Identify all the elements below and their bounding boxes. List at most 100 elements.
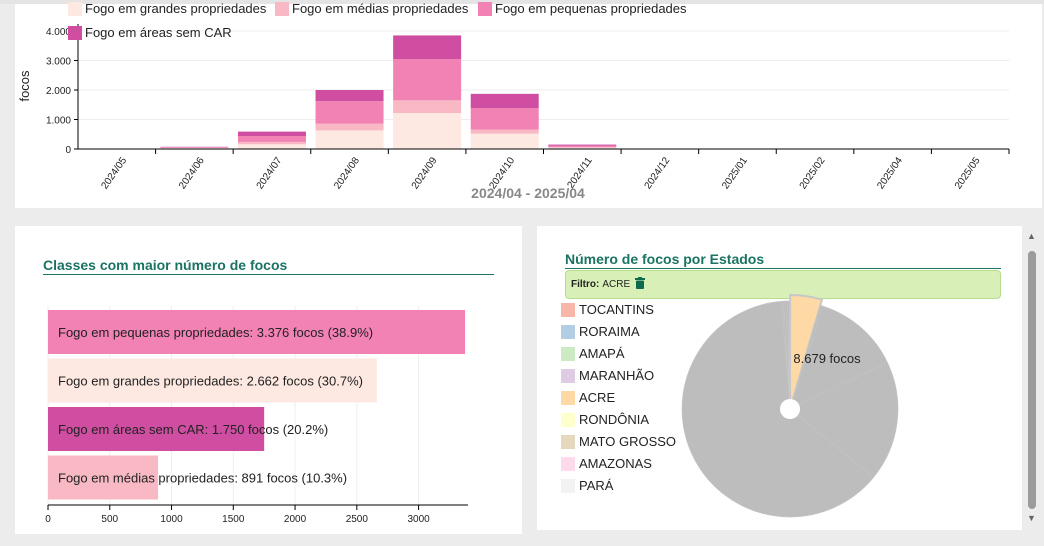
classes-panel: Classes com maior número de focos Fogo e… [15, 226, 522, 534]
pie-slice-label: 8.679 focos [793, 351, 861, 366]
trash-icon[interactable] [635, 277, 646, 292]
bar-segment[interactable] [393, 113, 462, 149]
legend-item-sem-car[interactable]: Fogo em áreas sem CAR [68, 25, 232, 40]
title-underline [43, 274, 494, 275]
x-tick-label: 2025/01 [720, 155, 750, 191]
bar-segment[interactable] [315, 130, 384, 149]
bar[interactable] [48, 310, 466, 354]
legend-swatch [561, 390, 575, 405]
x-tick-label: 2024/05 [100, 155, 130, 191]
bar-segment[interactable] [237, 136, 306, 142]
bar-segment[interactable] [393, 35, 462, 60]
bar[interactable] [48, 455, 159, 500]
states-panel: Número de focos por Estados Filtro: ACRE… [537, 226, 1022, 530]
legend-swatch [478, 1, 492, 16]
bar[interactable] [48, 407, 265, 451]
bar-segment[interactable] [237, 144, 306, 149]
x-tick-label: 2024/07 [255, 155, 285, 191]
bar-segment[interactable] [315, 101, 384, 124]
bar-segment[interactable] [548, 144, 617, 146]
bar[interactable] [48, 358, 377, 403]
legend-label: MARANHÃO [579, 368, 655, 383]
bar-label: Fogo em áreas sem CAR: 1.750 focos (20.2… [58, 422, 328, 437]
states-pie-chart: 8.679 focos [681, 293, 899, 518]
scroll-thumb[interactable] [1028, 251, 1036, 509]
legend-swatch [561, 456, 575, 471]
filter-label: Filtro: [571, 279, 600, 290]
bar-segment[interactable] [470, 129, 539, 134]
x-tick-label: 2024/08 [332, 155, 362, 191]
legend-item-pequenas[interactable]: Fogo em pequenas propriedades [478, 1, 687, 16]
legend-item-medias[interactable]: Fogo em médias propriedades [275, 1, 468, 16]
pie-slice[interactable] [789, 362, 899, 478]
x-tick-label: 2024/09 [410, 155, 440, 191]
legend-label: Fogo em pequenas propriedades [495, 1, 687, 16]
legend-label: RORAIMA [579, 324, 640, 339]
bar-label: Fogo em grandes propriedades: 2.662 foco… [58, 374, 363, 389]
y-tick-label: 0 [65, 145, 71, 156]
pie-legend-item[interactable]: ACRE [561, 390, 615, 405]
filter-chip[interactable]: Filtro: ACRE [565, 270, 1001, 299]
bar-segment[interactable] [237, 141, 306, 145]
pie-legend-item[interactable]: PARÁ [561, 478, 613, 493]
pie-legend-item[interactable]: AMAPÁ [561, 346, 625, 361]
bar-segment[interactable] [393, 59, 462, 101]
scroll-up-icon[interactable]: ▲ [1027, 231, 1036, 241]
legend-label: Fogo em áreas sem CAR [85, 25, 232, 40]
bar-segment[interactable] [315, 90, 384, 102]
pie-slice[interactable] [681, 301, 874, 518]
pie-slice[interactable] [789, 305, 888, 410]
legend-label: RONDÔNIA [579, 412, 650, 427]
pie-legend-item[interactable]: RONDÔNIA [561, 412, 649, 427]
pie-legend-item[interactable]: AMAZONAS [561, 456, 652, 471]
legend-item-grandes[interactable]: Fogo em grandes propriedades [68, 1, 266, 16]
x-tick-label: 2024/06 [177, 155, 207, 191]
pie-legend-item[interactable]: MARANHÃO [561, 368, 654, 383]
x-tick-label: 2024/12 [643, 155, 673, 191]
y-tick-label: 1.000 [46, 116, 71, 127]
monthly-stacked-bar-chart: focos 2024/04 - 2025/04 0 1.000 2.000 3.000… [17, 24, 1010, 201]
bar-segment[interactable] [237, 131, 306, 137]
legend-label: MATO GROSSO [579, 434, 677, 449]
bar-label: Fogo em médias propriedades: 891 focos (… [58, 471, 347, 486]
legend-label: PARÁ [579, 478, 614, 493]
legend-swatch [561, 434, 575, 449]
legend-label: ACRE [579, 390, 616, 405]
bar-segment[interactable] [393, 100, 462, 114]
legend-swatch [561, 302, 575, 317]
x-tick-label: 500 [101, 514, 118, 525]
pie-center-hole [780, 399, 800, 419]
pie-legend-item[interactable]: RORAIMA [561, 324, 640, 339]
y-tick-label: 4.000 [46, 27, 71, 38]
bar-segment[interactable] [315, 123, 384, 131]
legend-swatch [68, 1, 82, 16]
legend-swatch [561, 346, 575, 361]
y-axis-label: focos [17, 70, 32, 102]
bar-segment[interactable] [160, 147, 229, 148]
x-tick-label: 1000 [160, 514, 183, 525]
top-bar [0, 0, 1044, 4]
bar-segment[interactable] [470, 108, 539, 130]
x-tick-label: 1500 [222, 514, 245, 525]
pie-slice[interactable] [789, 293, 824, 410]
pie-legend-item[interactable]: TOCANTINS [561, 302, 654, 317]
x-tick-label: 2025/02 [798, 155, 828, 191]
bar-segment[interactable] [548, 145, 617, 148]
filter-value: ACRE [602, 279, 631, 290]
legend-label: AMAPÁ [579, 346, 625, 361]
x-tick-label: 0 [45, 514, 51, 525]
legend-swatch [68, 25, 82, 40]
bar-segment[interactable] [548, 147, 617, 149]
x-axis-label: 2024/04 - 2025/04 [471, 185, 585, 201]
y-tick-label: 2.000 [46, 86, 71, 97]
pie-legend-item[interactable]: MATO GROSSO [561, 434, 676, 449]
bar-label: Fogo em pequenas propriedades: 3.376 foc… [58, 325, 373, 340]
bar-segment[interactable] [470, 133, 539, 149]
y-tick-label: 3.000 [46, 57, 71, 68]
title-underline [565, 268, 1001, 269]
scrollbar[interactable]: ▲ ▼ [1025, 231, 1039, 525]
legend-swatch [561, 368, 575, 383]
bar-segment[interactable] [470, 93, 539, 109]
monthly-chart-panel: Fogo em grandes propriedades Fogo em méd… [15, 1, 1042, 208]
scroll-down-icon[interactable]: ▼ [1027, 513, 1036, 523]
